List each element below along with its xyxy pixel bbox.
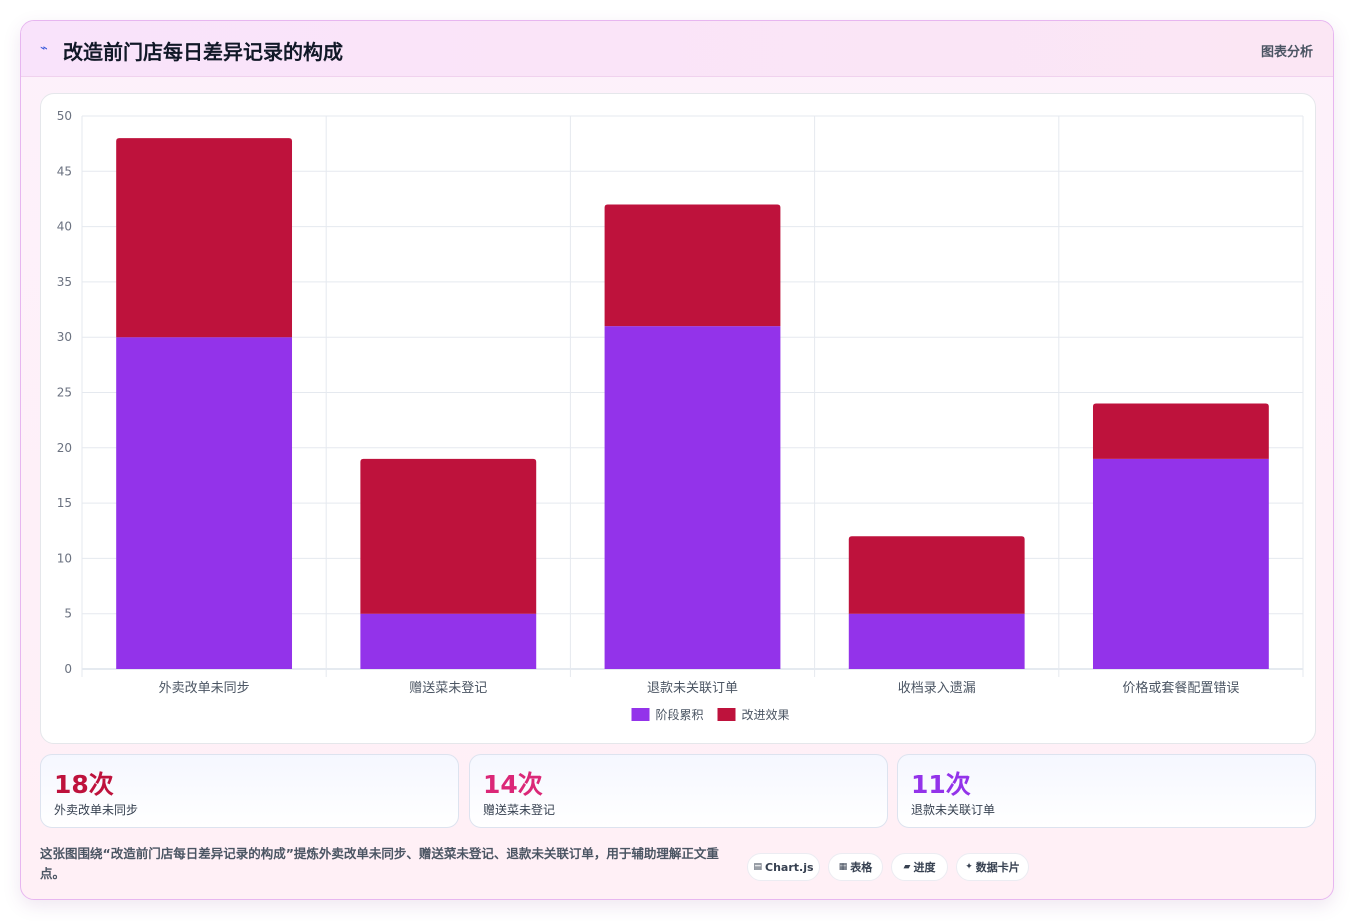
stat-value: 18次 (54, 770, 114, 799)
chip-table[interactable]: ▦ 表格 (828, 853, 883, 881)
legend-label: 改进效果 (742, 707, 790, 722)
stat-value: 14次 (483, 770, 543, 799)
legend-label: 阶段累积 (656, 707, 704, 722)
table-icon: ▦ (838, 862, 848, 872)
chip-data-card[interactable]: ✦ 数据卡片 (956, 853, 1029, 881)
y-tick-label: 20 (57, 441, 72, 455)
y-tick-label: 5 (64, 607, 72, 621)
x-tick-label: 退款未关联订单 (647, 681, 738, 696)
stat-card-2: 14次 赠送菜未登记 (469, 754, 888, 828)
sparkle-icon: ✦ (965, 862, 973, 872)
stacked-bar-chart: 0 5 10 15 20 25 30 35 40 45 50 外卖改单未同步 赠送菜未登记 退款未关联订单… (57, 109, 1304, 722)
y-tick-label: 50 (57, 109, 72, 123)
y-tick-label: 0 (64, 662, 72, 676)
x-tick-label: 外卖改单未同步 (159, 681, 250, 696)
stat-card-3: 11次 退款未关联订单 (897, 754, 1316, 828)
y-tick-label: 10 (57, 551, 72, 565)
card-header: ⌁ 改造前门店每日差异记录的构成 图表分析 (21, 21, 1333, 77)
y-tick-label: 35 (57, 275, 72, 289)
x-tick-label: 赠送菜未登记 (409, 681, 487, 696)
bar-improve (604, 204, 781, 327)
chart-title-icon: ⌁ (40, 41, 48, 56)
y-tick-label: 30 (57, 330, 72, 344)
legend-swatch (717, 708, 736, 721)
bar-stage (604, 326, 781, 669)
x-tick-label: 价格或套餐配置错误 (1122, 680, 1239, 696)
stat-value: 11次 (911, 770, 971, 799)
chip-label: Chart.js (765, 860, 814, 874)
chip-progress[interactable]: ▰ 进度 (891, 853, 948, 881)
bar-stage (360, 613, 537, 669)
chip-label: 数据卡片 (975, 861, 1020, 874)
y-tick-label: 15 (57, 496, 72, 510)
bar-stage (1092, 458, 1269, 669)
stat-label: 外卖改单未同步 (54, 803, 139, 817)
y-tick-label: 40 (57, 220, 72, 234)
chart-title: 改造前门店每日差异记录的构成 (63, 40, 343, 64)
chart-panel: 0 5 10 15 20 25 30 35 40 45 50 外卖改单未同步 赠送菜未登记 退款未关联订单… (40, 93, 1316, 744)
bar-improve (1092, 403, 1269, 459)
bar-improve (848, 536, 1025, 614)
x-tick-label: 收档录入遗漏 (898, 680, 976, 696)
chip-label: 表格 (850, 861, 873, 874)
legend-swatch (631, 708, 650, 721)
bar-improve (360, 458, 537, 614)
stat-label: 赠送菜未登记 (483, 803, 556, 817)
bar-improve (116, 138, 293, 338)
chart-note: 这张图围绕“改造前门店每日差异记录的构成”提炼外卖改单未同步、赠送菜未登记、退款… (40, 846, 719, 881)
progress-icon: ▰ (903, 862, 911, 872)
y-tick-label: 45 (57, 164, 72, 178)
bar-stage (116, 337, 293, 669)
chart-icon: ▤ (753, 862, 762, 872)
chart-analysis-link[interactable]: 图表分析 (1260, 45, 1313, 60)
chip-chartjs[interactable]: ▤ Chart.js (747, 853, 820, 881)
chip-label: 进度 (913, 861, 936, 874)
chart-card: ⌁ 改造前门店每日差异记录的构成 图表分析 0 5 10 15 20 25 30 35 40 45… (20, 20, 1334, 900)
y-tick-label: 25 (57, 386, 72, 400)
stat-card-1: 18次 外卖改单未同步 (40, 754, 459, 828)
bar-stage (848, 613, 1025, 669)
stat-label: 退款未关联订单 (911, 803, 996, 817)
